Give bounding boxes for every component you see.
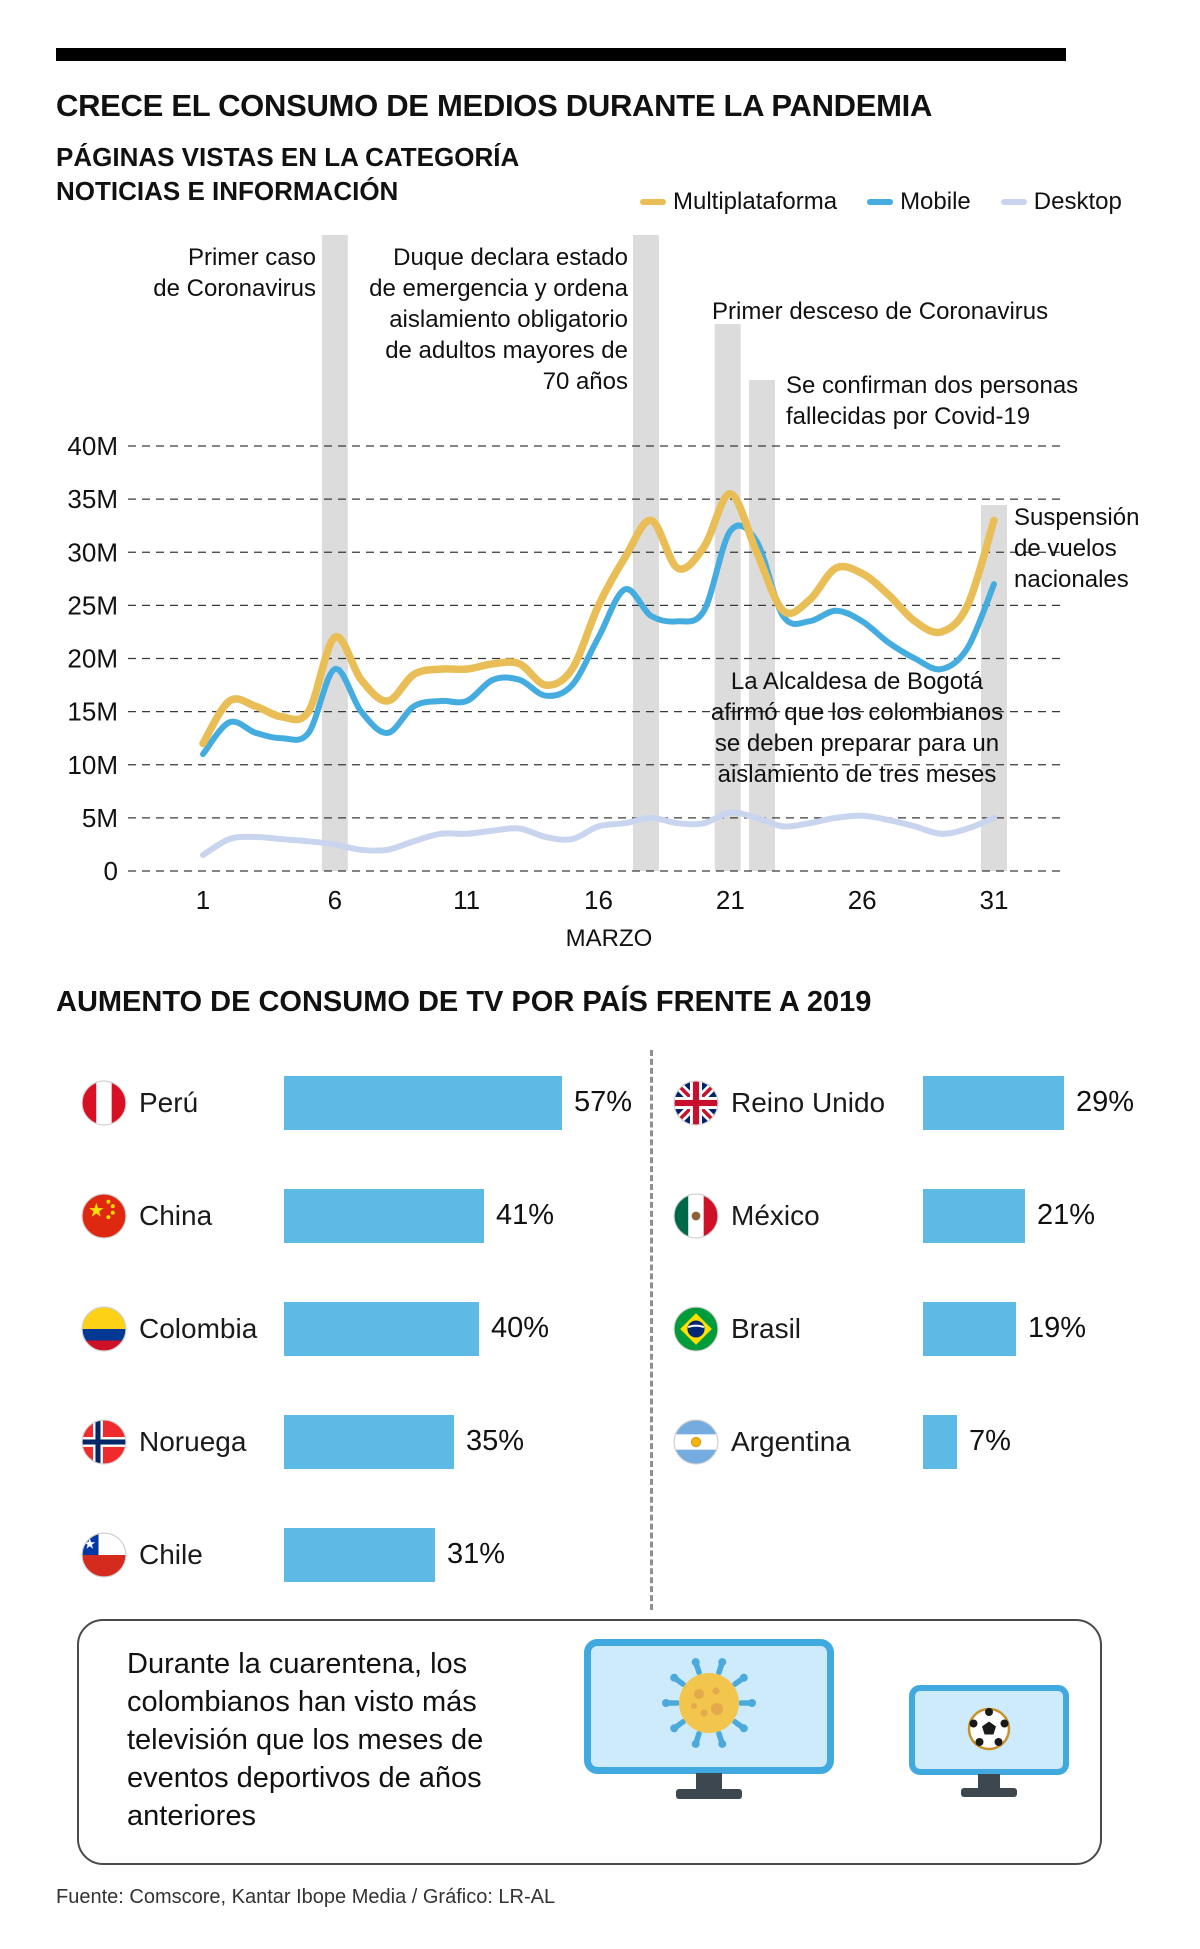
page-title: CRECE EL CONSUMO DE MEDIOS DURANTE LA PA… [56,88,933,123]
tv-row-mexico: México 21% [660,1159,1200,1272]
bar-argentina [923,1414,957,1469]
legend-label: Multiplataforma [673,188,838,215]
tv-row-china: China 41% [56,1159,640,1272]
colombia-flag-icon [81,1306,127,1352]
bar-value-label: 40% [491,1312,550,1344]
tv-row-peru: Perú 57% [56,1046,640,1159]
bar-value-label: 57% [574,1086,633,1118]
bar-value-label: 35% [466,1425,525,1457]
svg-text:15M: 15M [67,697,118,727]
country-label: China [139,1199,213,1231]
tv-row-chile: Chile 31% [56,1498,640,1611]
bar-value-label: 7% [969,1425,1011,1457]
virus-icon [662,1658,756,1748]
annotation-primer-caso: Primer caso de Coronavirus [153,244,316,302]
line-chart-subtitle: PÁGINAS VISTAS EN LA CATEGORÍA NOTICIAS … [56,142,520,206]
tv-virus-icon [584,1639,834,1799]
svg-text:21: 21 [716,885,745,915]
brazil-flag-icon [673,1306,719,1352]
tv-row-colombia: Colombia 40% [56,1272,640,1385]
country-label: Noruega [139,1425,247,1457]
desktop-swatch-icon [1000,199,1027,205]
annotation-duque-emergencia: Duque declara estado de emergencia y ord… [369,244,628,395]
svg-text:MARZO: MARZO [566,925,653,952]
bar-noruega [284,1414,454,1469]
bar-chile [284,1527,435,1582]
svg-text:0: 0 [104,856,118,886]
svg-text:10M: 10M [67,750,118,780]
country-label: Reino Unido [731,1086,886,1118]
line-chart-section: 0 5M 10M 15M 20M 25M 30M 35M 40M 1 6 11 16 21 26 31 MARZ… [0,230,1200,970]
chile-flag-icon [81,1532,127,1578]
tv-sports-icon [909,1685,1069,1797]
top-rule [56,48,1066,61]
mobile-swatch-icon [867,199,894,205]
tv-row-brasil: Brasil 19% [660,1272,1200,1385]
legend-item-multiplataforma: Multiplataforma [640,188,837,216]
bar-value-label: 31% [447,1538,506,1570]
country-label: México [731,1199,820,1231]
svg-text:1: 1 [196,885,210,915]
svg-text:11: 11 [453,885,480,915]
svg-text:35M: 35M [67,484,118,514]
bar-reino-unido [923,1075,1064,1130]
bar-brasil [923,1301,1016,1356]
legend-label: Desktop [1033,188,1122,215]
bar-colombia [284,1301,479,1356]
country-label: Chile [139,1538,203,1570]
callout-text: Durante la cuarentena, los colombianos h… [127,1648,484,1832]
bar-mexico [923,1188,1025,1243]
tv-row-argentina: Argentina 7% [660,1385,1200,1498]
bar-china [284,1188,484,1243]
peru-flag-icon [81,1080,127,1126]
bar-peru [284,1075,562,1130]
callout-box: Durante la cuarentena, los colombianos h… [77,1619,1102,1865]
source-footer: Fuente: Comscore, Kantar Ibope Media / G… [56,1886,556,1908]
svg-text:26: 26 [848,885,877,915]
bar-value-label: 29% [1076,1086,1135,1118]
argentina-flag-icon [673,1419,719,1465]
annotation-dos-fallecidas: Se confirman dos personas fallecidas por… [786,372,1079,430]
svg-text:25M: 25M [67,590,118,620]
svg-text:40M: 40M [67,431,118,461]
tv-row-noruega: Noruega 35% [56,1385,640,1498]
bar-column-left: Perú 57% China 41% Colombia 40% [56,1046,640,1611]
bar-column-right: Reino Unido 29% México 21% Brasil 19% [660,1046,1200,1498]
tv-row-reino-unido: Reino Unido 29% [660,1046,1200,1159]
column-divider [650,1050,653,1610]
legend-label: Mobile [900,188,971,215]
uk-flag-icon [673,1080,719,1126]
country-label: Argentina [731,1425,851,1457]
country-label: Brasil [731,1312,802,1344]
country-label: Perú [139,1086,199,1118]
annotation-suspension-vuelos: Suspensión de vuelos nacionales [1014,504,1140,593]
svg-text:16: 16 [584,885,613,915]
bar-value-label: 19% [1028,1312,1087,1344]
legend-item-desktop: Desktop [1000,188,1122,216]
tv-chart-title: AUMENTO DE CONSUMO DE TV POR PAÍS FRENTE… [56,986,872,1018]
norway-flag-icon [81,1419,127,1465]
multiplataforma-swatch-icon [640,199,666,205]
mexico-flag-icon [673,1193,719,1239]
tv-bar-chart: Perú 57% China 41% Colombia 40% [0,1046,1200,1626]
country-label: Colombia [139,1312,258,1344]
annotation-primer-desceso: Primer desceso de Coronavirus [712,298,1049,325]
svg-text:5M: 5M [82,803,118,833]
legend-item-mobile: Mobile [867,188,971,216]
bar-value-label: 21% [1037,1199,1096,1231]
svg-text:30M: 30M [67,537,118,567]
svg-text:20M: 20M [67,644,118,674]
annotation-alcaldesa-bogota: La Alcaldesa de Bogotá afirmó que los co… [710,668,1004,788]
svg-text:6: 6 [328,885,342,915]
chart-legend: Multiplataforma Mobile Desktop [640,188,1122,216]
bar-value-label: 41% [496,1199,555,1231]
svg-text:31: 31 [980,885,1009,915]
china-flag-icon [81,1193,127,1239]
soccer-ball-icon [967,1707,1011,1751]
